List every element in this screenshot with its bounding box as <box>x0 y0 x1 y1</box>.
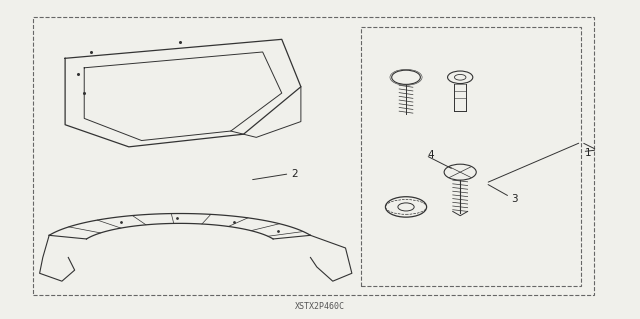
Text: XSTX2P460C: XSTX2P460C <box>295 302 345 311</box>
Text: 2: 2 <box>291 169 298 179</box>
Text: 3: 3 <box>511 194 518 204</box>
Text: 1: 1 <box>584 148 591 158</box>
Text: 4: 4 <box>427 150 434 160</box>
